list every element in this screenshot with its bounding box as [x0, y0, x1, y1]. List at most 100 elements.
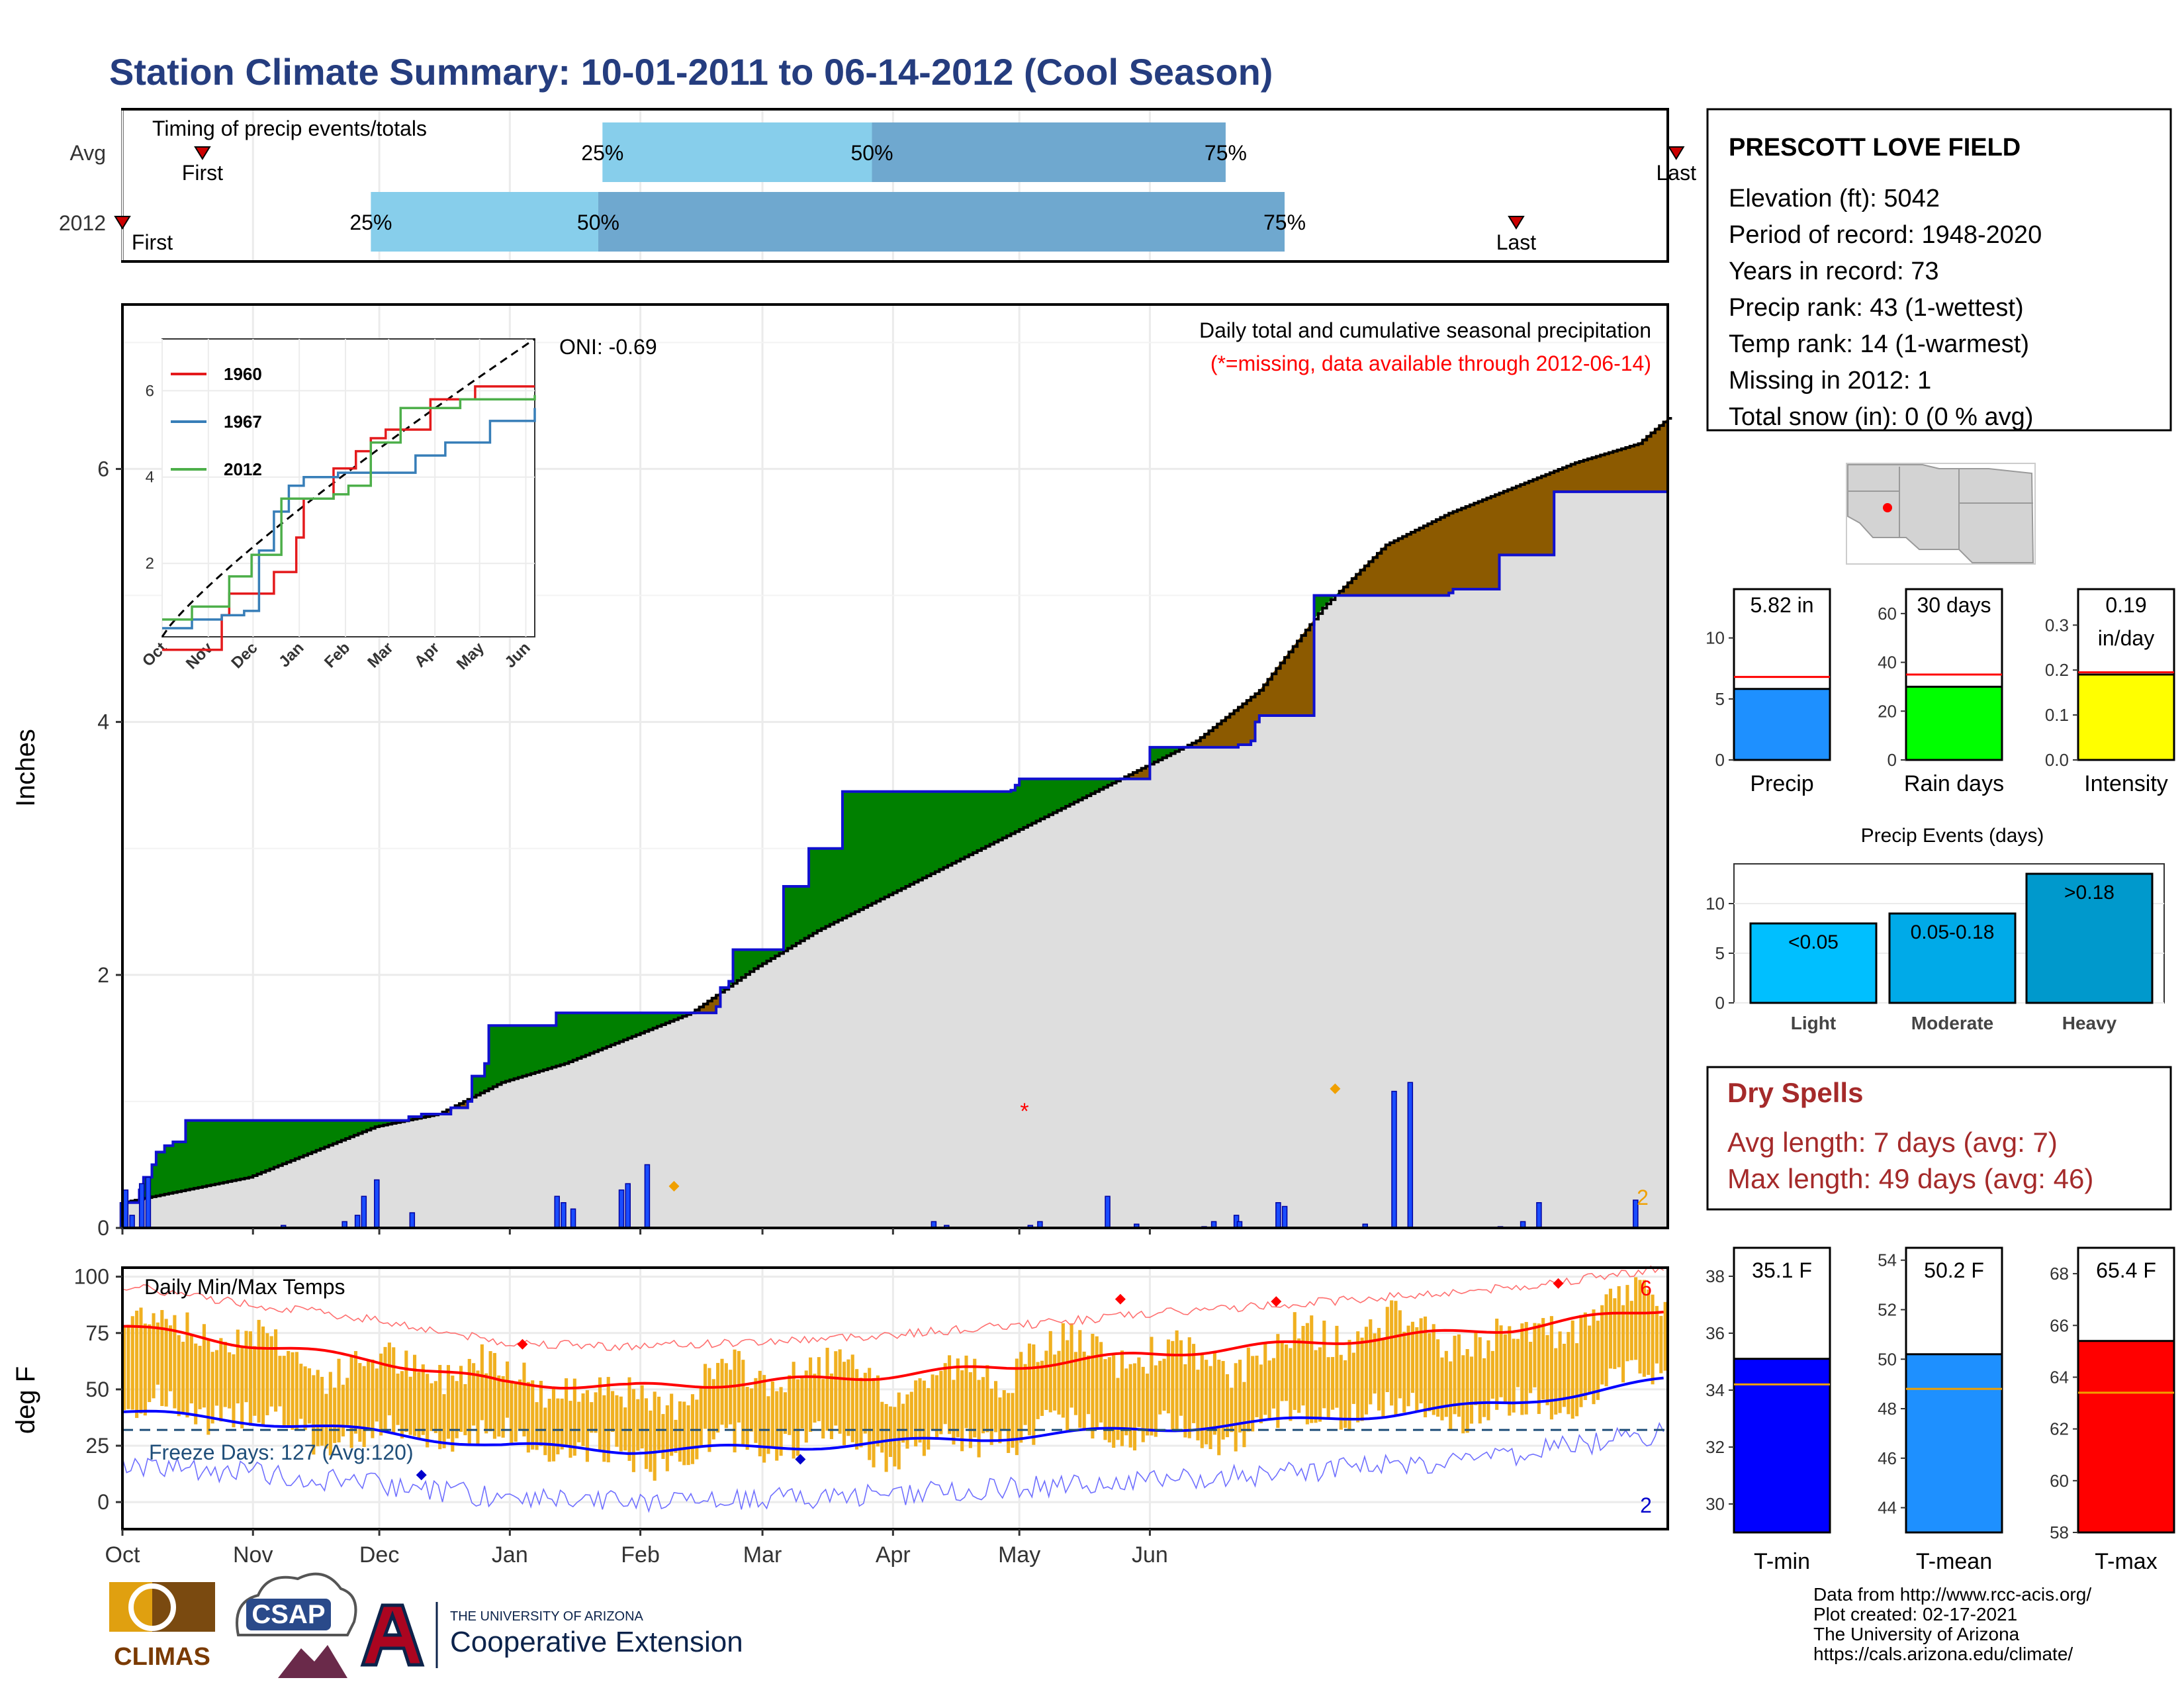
above-avg-segment: [905, 791, 911, 887]
temp-summary-value-2: 65.4 F: [2096, 1258, 2156, 1282]
below-avg-segment: [1406, 532, 1412, 596]
precip-ytick-label: 6: [97, 457, 109, 481]
daily-temp-range-bar: [303, 1366, 307, 1430]
daily-temp-range-bar: [476, 1370, 480, 1445]
below-avg-segment: [1432, 519, 1437, 596]
station-name: PRESCOTT LOVE FIELD: [1729, 134, 2021, 162]
daily-temp-range-bar: [711, 1379, 715, 1440]
daily-temp-range-bar: [194, 1343, 198, 1425]
daily-temp-range-bar: [206, 1338, 210, 1435]
below-avg-segment: [1545, 473, 1551, 555]
below-avg-segment: [1410, 530, 1416, 596]
daily-temp-range-bar: [1495, 1319, 1499, 1410]
daily-temp-range-bar: [1238, 1360, 1242, 1433]
daily-temp-range-bar: [1356, 1331, 1360, 1423]
temp-summary-tick-label: 68: [2050, 1264, 2069, 1284]
daily-temp-range-bar: [282, 1356, 286, 1428]
daily-temp-range-bar: [800, 1376, 804, 1429]
map-states-shape: [1847, 464, 2034, 563]
temp-summary-bar-1: [1905, 1353, 2003, 1534]
daily-precip-bar: [138, 1183, 145, 1229]
csap-badge: [246, 1599, 331, 1630]
below-avg-segment: [1238, 704, 1243, 745]
daily-temp-range-bar: [1410, 1321, 1414, 1393]
above-avg-segment: [202, 1120, 207, 1187]
below-avg-segment: [1554, 469, 1559, 492]
daily-temp-range-bar: [1225, 1374, 1230, 1438]
daily-temp-range-bar: [934, 1375, 939, 1440]
above-avg-segment: [287, 1120, 292, 1162]
below-avg-segment: [1541, 474, 1547, 555]
events-category-label: Light: [1791, 1013, 1836, 1033]
daily-temp-range-bar: [1415, 1327, 1419, 1411]
above-avg-segment: [956, 791, 961, 861]
above-avg-segment: [850, 791, 856, 914]
daily-temp-range-bar: [1158, 1360, 1162, 1415]
above-avg-segment: [872, 791, 877, 904]
daily-temp-range-bar: [1629, 1301, 1633, 1360]
oni-label: ONI: -0.69: [559, 335, 657, 359]
precip-ytick-label: 2: [97, 963, 109, 987]
summary-value-2: 0.19: [2105, 593, 2146, 617]
above-avg-segment: [248, 1120, 253, 1178]
locator-map: [1846, 463, 2036, 565]
daily-temp-range-bar: [1360, 1337, 1364, 1421]
daily-temp-range-bar: [704, 1364, 707, 1429]
daily-temp-range-bar: [1048, 1331, 1052, 1413]
above-avg-segment: [1011, 790, 1016, 834]
daily-precip-bar: [1281, 1205, 1288, 1229]
daily-temp-range-bar: [181, 1341, 185, 1413]
daily-temp-range-bar: [1221, 1361, 1225, 1440]
above-avg-segment: [349, 1120, 355, 1137]
daily-temp-range-bar: [1293, 1312, 1297, 1410]
daily-temp-range-bar: [1339, 1354, 1343, 1430]
daily-temp-range-bar: [901, 1403, 905, 1443]
inset-series-line-2: [162, 395, 536, 621]
above-avg-segment: [901, 791, 907, 889]
daily-temp-range-bar: [716, 1362, 720, 1433]
daily-temp-range-bar: [1642, 1280, 1646, 1377]
daily-temp-range-bar: [631, 1389, 635, 1472]
temp-panel: 0 25 50 75 100 deg F Daily Min/Max Temps Fre…: [11, 1265, 1669, 1568]
temp-summary-tick-label: 48: [1878, 1399, 1897, 1419]
temp-summary-tick-label: 64: [2050, 1367, 2069, 1387]
above-avg-segment: [291, 1120, 296, 1161]
below-avg-segment: [1469, 503, 1475, 589]
above-avg-segment: [1078, 778, 1083, 800]
daily-temp-range-bar: [341, 1384, 345, 1436]
daily-temp-range-bar: [488, 1351, 492, 1432]
above-avg-segment: [253, 1120, 258, 1176]
daily-temp-range-bar: [510, 1380, 514, 1446]
daily-temp-range-bar: [1402, 1331, 1406, 1413]
below-avg-segment: [1625, 446, 1631, 492]
daily-temp-range-bar: [328, 1372, 332, 1456]
daily-temp-range-bar: [720, 1358, 724, 1425]
daily-temp-range-bar: [960, 1370, 964, 1452]
daily-temp-range-bar: [872, 1378, 876, 1468]
above-avg-segment: [792, 886, 797, 946]
above-avg-segment: [585, 1013, 590, 1055]
below-avg-segment: [1613, 449, 1618, 492]
below-avg-segment: [1394, 538, 1399, 596]
daily-temp-range-bar: [253, 1346, 257, 1416]
precip-areas: [122, 416, 1672, 1228]
daily-temp-range-bar: [619, 1396, 623, 1452]
daily-temp-range-bar: [1478, 1337, 1482, 1424]
above-avg-segment: [863, 791, 868, 908]
below-avg-segment: [1436, 517, 1441, 596]
footer-line-university: The University of Arizona: [1813, 1624, 2020, 1644]
above-avg-segment: [173, 1142, 178, 1193]
temp-summary-label-1: T-mean: [1916, 1549, 1992, 1574]
daily-temp-range-bar: [265, 1333, 269, 1416]
daily-precip-bar: [361, 1196, 367, 1229]
daily-temp-range-bar: [1651, 1294, 1655, 1385]
above-avg-segment: [274, 1120, 279, 1168]
daily-temp-range-bar: [1112, 1355, 1116, 1448]
below-avg-segment: [1638, 440, 1643, 492]
daily-temp-range-bar: [556, 1398, 560, 1455]
map-state-borders: [1848, 467, 2033, 549]
daily-temp-range-bar: [417, 1372, 421, 1439]
temp-corner-max-count: 6: [1640, 1276, 1652, 1300]
daily-temp-range-bar: [1600, 1305, 1604, 1385]
above-avg-segment: [514, 1025, 519, 1079]
